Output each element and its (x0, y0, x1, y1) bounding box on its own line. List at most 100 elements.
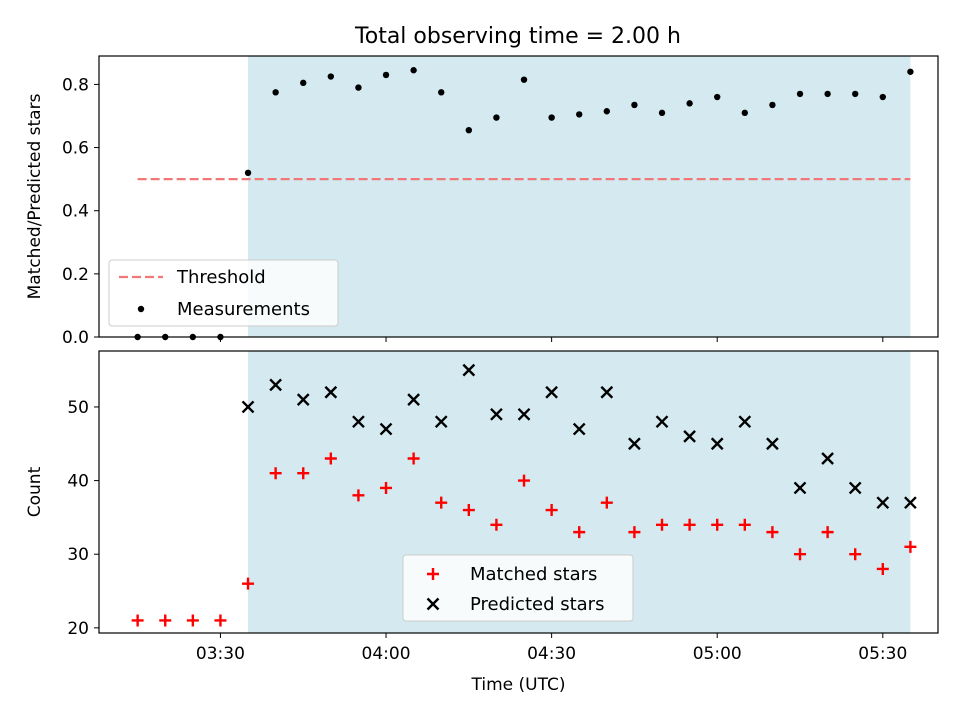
predicted-star-point (904, 496, 917, 510)
y-axis-label: Matched/Predicted stars (25, 93, 45, 299)
matched-star-point (656, 518, 669, 531)
y-tick-label: 0.0 (62, 328, 89, 348)
matched-star-point (545, 504, 558, 517)
measurement-point (824, 90, 831, 98)
measurement-point (603, 108, 611, 115)
top-panel: 0.0 0.2 0.4 0.6 0.8 Matched/Predicted stars Th… (25, 55, 939, 348)
y-tick-label: 50 (67, 398, 89, 418)
predicted-star-point (628, 437, 641, 451)
matched-star-point (849, 548, 862, 561)
x-axis-label: Time (UTC) (471, 675, 566, 695)
measurement-point (493, 114, 500, 121)
matched-star-point (683, 518, 696, 531)
matched-star-point (159, 614, 172, 627)
legend-threshold-label: Threshold (176, 267, 266, 288)
measurement-point (714, 93, 721, 101)
y-tick-label: 30 (67, 545, 89, 565)
predicted-star-point (296, 393, 310, 406)
observing-span-shade (248, 56, 911, 337)
matched-star-point (242, 577, 255, 590)
measurement-point (769, 101, 776, 109)
y-tick-label: 0.8 (62, 75, 89, 95)
predicted-star-point (738, 415, 752, 429)
legend-measurement-label: Measurements (177, 299, 310, 320)
predicted-star-point (545, 385, 558, 399)
predicted-star-point (324, 385, 338, 399)
predicted-star-point (600, 385, 614, 399)
measurement-point (852, 90, 859, 98)
measurement-point (410, 67, 417, 74)
matched-star-point (628, 526, 641, 539)
axes-frame (98, 350, 939, 634)
y-axis-label: Count (25, 466, 45, 517)
axes-frame (98, 55, 939, 338)
matched-star-point (794, 548, 807, 561)
y-tick-label: 0.6 (62, 139, 89, 159)
matched-star-point (435, 496, 448, 509)
legend-predicted-label: Predicted stars (470, 594, 604, 615)
y-tick-label: 40 (67, 472, 89, 492)
measurement-point (272, 89, 279, 96)
predicted-star-point (821, 452, 834, 465)
measurement-point (465, 126, 473, 134)
y-tick-label: 0.2 (62, 265, 89, 285)
measurement-point (741, 109, 749, 117)
predicted-star-point (379, 422, 393, 436)
measurement-point (355, 84, 362, 91)
matched-star-point (186, 614, 199, 627)
matched-star-point (904, 540, 917, 553)
matched-star-point (711, 518, 724, 531)
bottom-panel: 03:30 04:00 04:30 05:00 05:30 20 30 40 50 Count Ti… (25, 350, 939, 695)
legend-box (402, 554, 634, 622)
measurement-point (327, 73, 335, 80)
predicted-star-point (572, 422, 586, 436)
measurement-point (796, 90, 804, 98)
predicted-star-point (352, 415, 365, 429)
predicted-star-point (269, 378, 282, 392)
predicted-star-point (848, 481, 862, 495)
matched-star-point (518, 474, 531, 487)
matched-star-point (573, 526, 586, 539)
matched-star-point (462, 504, 475, 517)
matched-star-point (821, 526, 834, 539)
predicted-star-point (766, 437, 779, 451)
matched-star-point (352, 489, 365, 502)
matched-star-point (490, 518, 503, 531)
measurement-point (300, 79, 307, 87)
measurement-point (631, 101, 638, 109)
matched-star-point (297, 467, 310, 480)
measurement-point (244, 169, 252, 177)
predicted-star-point (793, 481, 807, 495)
matched-star-point (131, 614, 144, 627)
legend-box (108, 259, 339, 327)
legend-matched-swatch (427, 568, 439, 580)
legend-matched-label: Matched stars (470, 564, 597, 585)
predicted-star-point (517, 407, 531, 421)
predicted-star-point (876, 496, 890, 510)
x-tick-label: 05:00 (693, 644, 742, 664)
matched-star-point (738, 518, 751, 531)
matched-star-point (876, 562, 889, 575)
measurement-point (686, 100, 693, 107)
measurement-point (576, 111, 583, 118)
x-tick-label: 04:30 (527, 644, 576, 664)
matched-star-point (600, 496, 613, 509)
measurement-point (520, 76, 528, 83)
x-tick-label: 04:00 (362, 644, 411, 664)
measurement-point (658, 109, 666, 117)
matched-star-point (214, 614, 227, 627)
measurement-point (382, 71, 390, 79)
y-tick-label: 20 (67, 619, 89, 639)
matched-star-point (407, 452, 420, 465)
matched-star-point (380, 481, 393, 494)
predicted-star-point (683, 430, 696, 443)
predicted-star-point (710, 437, 724, 451)
x-tick-label: 05:30 (858, 644, 907, 664)
predicted-star-point (462, 363, 476, 377)
matched-star-point (269, 467, 282, 480)
chart-title: Total observing time = 2.00 h (354, 24, 681, 49)
predicted-star-point (434, 415, 448, 429)
predicted-star-point (490, 407, 503, 421)
predicted-star-point (655, 415, 669, 429)
